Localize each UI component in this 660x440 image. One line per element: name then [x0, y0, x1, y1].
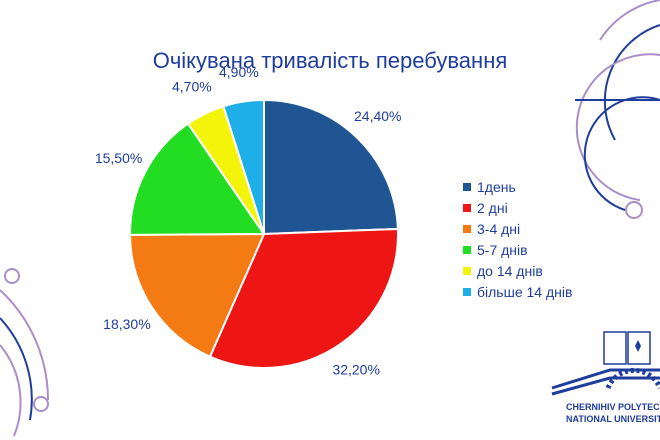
legend-label-0: 1день: [477, 178, 516, 195]
pie-slice-0: [263, 98, 399, 236]
legend-item-5: більше 14 днів: [463, 281, 572, 302]
data-label-4: 4,70%: [172, 79, 212, 95]
deco-arc-left-2: [0, 317, 33, 421]
pie-slice-1: [208, 227, 399, 369]
legend-swatch-2: [463, 224, 471, 233]
legend-item-3: 5-7 днів: [463, 239, 572, 260]
legend-item-1: 2 дні: [463, 197, 572, 218]
deco-arc-right-3: [575, 53, 660, 201]
deco-arc-right-2: [603, 24, 660, 141]
legend-item-0: 1день: [463, 176, 572, 197]
legend-item-4: до 14 днів: [463, 260, 572, 281]
legend-label-5: більше 14 днів: [477, 283, 573, 300]
data-label-5: 4,90%: [219, 64, 259, 80]
deco-circle-left: [4, 268, 20, 284]
legend-label-4: до 14 днів: [477, 262, 543, 279]
deco-arc-right-1: [599, 0, 660, 41]
deco-arc-right-4: [583, 96, 660, 211]
data-label-3: 15,50%: [95, 150, 142, 166]
deco-circle-bottom: [33, 396, 49, 412]
legend-item-2: 3-4 дні: [463, 218, 572, 239]
legend-swatch-0: [463, 182, 471, 191]
chart-legend: 1день 2 дні 3-4 дні 5-7 днів до 14 днів більш…: [463, 176, 572, 302]
university-logo: [551, 331, 660, 396]
legend-swatch-3: [463, 245, 471, 254]
data-label-2: 18,30%: [103, 316, 150, 332]
deco-circle-right: [625, 201, 643, 219]
data-label-1: 32,20%: [332, 362, 379, 378]
data-label-0: 24,40%: [354, 108, 401, 124]
pie-slice-5: [222, 98, 265, 235]
pie-slice-3: [129, 122, 266, 236]
logo-text-line1: CHERNIHIV POLYTECHNIC: [566, 402, 660, 412]
legend-label-1: 2 дні: [477, 199, 508, 216]
legend-swatch-4: [463, 266, 471, 275]
legend-swatch-5: [463, 287, 471, 296]
deco-arc-left-3: [0, 344, 22, 437]
legend-label-3: 5-7 днів: [477, 241, 528, 258]
chart-title: Очікувана тривалість перебування: [152, 48, 508, 73]
logo-text-line2: NATIONAL UNIVERSITY: [566, 414, 660, 424]
pie-slice-2: [128, 232, 266, 358]
legend-swatch-1: [463, 203, 471, 212]
legend-label-2: 3-4 дні: [477, 220, 521, 237]
deco-arc-left-1: [0, 289, 49, 401]
